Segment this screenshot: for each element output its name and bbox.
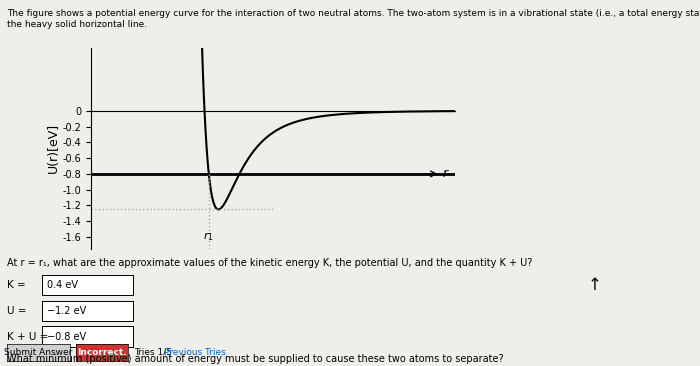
Text: The figure shows a potential energy curve for the interaction of two neutral ato: The figure shows a potential energy curv… [7, 9, 700, 18]
Text: r: r [442, 167, 447, 180]
Text: the heavy solid horizontal line.: the heavy solid horizontal line. [7, 20, 147, 29]
Text: Submit Answer: Submit Answer [4, 348, 73, 357]
Text: −1.2 eV: −1.2 eV [46, 306, 86, 316]
Text: At r = r₁, what are the approximate values of the kinetic energy K, the potentia: At r = r₁, what are the approximate valu… [7, 258, 533, 268]
Y-axis label: U(r)[eV]: U(r)[eV] [47, 123, 60, 173]
Text: ↑: ↑ [588, 276, 602, 295]
Text: Incorrect.: Incorrect. [77, 348, 127, 357]
Text: What minimum (positive) amount of energy must be supplied to cause these two ato: What minimum (positive) amount of energy… [7, 354, 503, 364]
Text: −0.8 eV: −0.8 eV [46, 332, 85, 341]
Text: K =: K = [7, 280, 26, 291]
Text: K + U =: K + U = [7, 332, 48, 342]
Text: $r_1$: $r_1$ [203, 230, 214, 243]
Text: U =: U = [7, 306, 27, 316]
Text: Tries 1/5: Tries 1/5 [134, 348, 178, 357]
Text: Previous Tries: Previous Tries [164, 348, 226, 357]
Text: 0.4 eV: 0.4 eV [46, 280, 78, 290]
